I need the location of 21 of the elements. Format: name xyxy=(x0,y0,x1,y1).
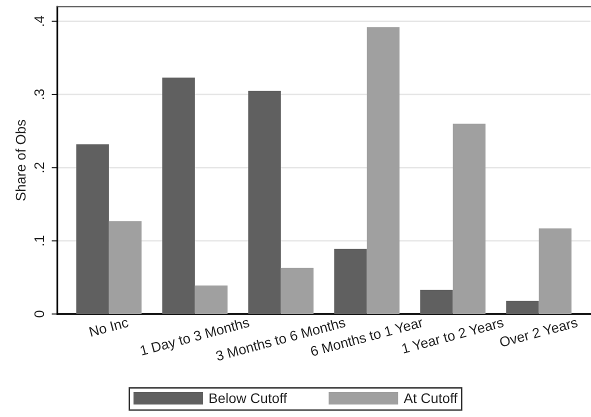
y-tick-label: .4 xyxy=(34,16,44,26)
y-tick-label: .3 xyxy=(34,89,44,100)
bar xyxy=(538,228,572,314)
bar xyxy=(108,221,142,314)
bar xyxy=(194,285,228,314)
bar xyxy=(506,300,539,314)
y-tick-label: .2 xyxy=(34,162,44,172)
bar xyxy=(76,144,109,314)
y-axis-title: Share of Obs xyxy=(15,120,26,201)
bar xyxy=(452,124,486,314)
bar xyxy=(280,268,314,314)
bar xyxy=(162,78,195,314)
x-tick-label: No Inc xyxy=(89,317,129,337)
legend-label: At Cutoff xyxy=(404,392,458,404)
bar xyxy=(366,27,400,314)
bar xyxy=(420,290,453,314)
bar xyxy=(248,90,281,314)
legend-label: Below Cutoff xyxy=(210,392,288,404)
y-tick-label: .1 xyxy=(34,236,44,246)
bar xyxy=(334,248,367,314)
y-tick-label: 0 xyxy=(34,310,44,318)
